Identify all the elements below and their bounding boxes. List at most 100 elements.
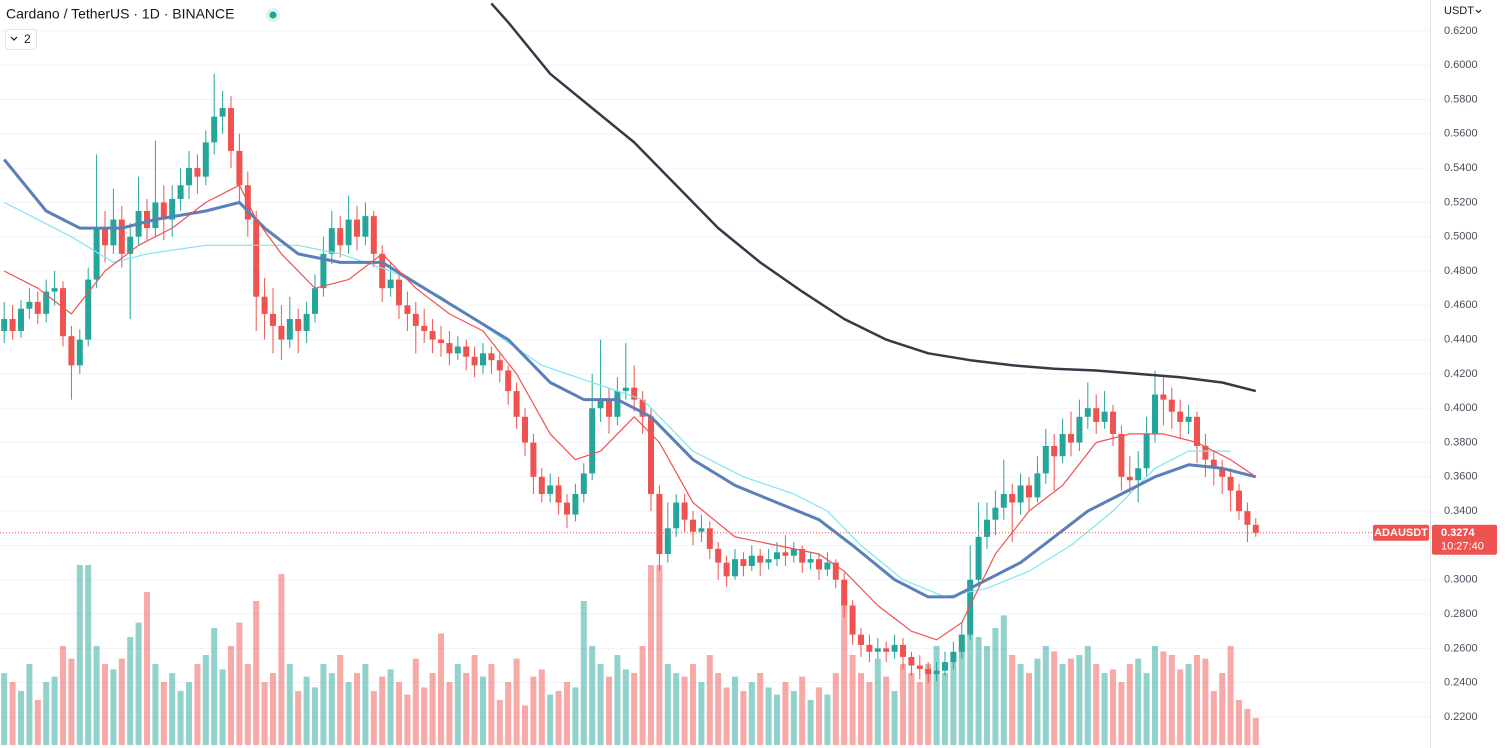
candle-body (228, 108, 234, 151)
volume-bar (589, 646, 596, 745)
candle-body (219, 108, 226, 117)
volume-bar (219, 669, 226, 745)
candle-body (429, 331, 436, 340)
candle-body (362, 216, 369, 237)
volume-bar (1000, 615, 1007, 745)
candle-body (412, 313, 419, 326)
candle-body (816, 559, 822, 570)
candle-body (18, 308, 24, 332)
volume-bar (1059, 664, 1066, 745)
volume-bar (421, 687, 428, 745)
candle-body (874, 648, 881, 652)
volume-bar (1168, 655, 1175, 745)
volume-bar (1026, 673, 1032, 745)
indicator-count: 2 (24, 32, 31, 46)
volume-bar (942, 673, 948, 745)
y-tick-label: 0.5400 (1444, 162, 1478, 174)
candle-body (866, 644, 873, 652)
volume-bar (631, 673, 638, 745)
volume-bar (320, 664, 327, 745)
volume-bar (967, 610, 974, 745)
candle-body (463, 346, 470, 357)
candle-body (202, 142, 209, 177)
volume-bar (177, 691, 184, 745)
volume-bar (1160, 651, 1167, 745)
candle-body (496, 360, 503, 371)
candle-body (757, 555, 764, 563)
volume-bar (732, 676, 738, 745)
candle-body (1101, 411, 1108, 422)
volume-bar (681, 676, 688, 745)
volume-bar (60, 646, 66, 745)
volume-bar (9, 682, 16, 745)
candle-body (1034, 473, 1041, 498)
candle-body (295, 319, 302, 332)
candle-body (681, 502, 688, 520)
volume-bar (127, 637, 134, 745)
volume-bar (160, 682, 167, 745)
volume-bar (530, 676, 537, 745)
candle-body (958, 634, 965, 652)
volume-bar (874, 658, 881, 745)
currency-label[interactable]: USDT (1444, 5, 1474, 17)
candle-body (622, 387, 629, 392)
candle-body (774, 552, 780, 560)
volume-bar (900, 664, 906, 745)
indicator-toggle[interactable] (5, 29, 37, 50)
volume-bar (975, 637, 982, 745)
candle-body (303, 313, 310, 332)
volume-bar (1009, 655, 1016, 745)
candle-body (1244, 511, 1251, 525)
candle-body (656, 493, 663, 555)
candle-body (51, 288, 58, 292)
candle-body (564, 502, 570, 515)
volume-bar (824, 694, 831, 745)
volume-bar (244, 664, 251, 745)
volume-bar (169, 673, 176, 745)
candle-body (1059, 433, 1066, 457)
candle-body (236, 150, 243, 186)
volume-bar (1252, 718, 1259, 745)
candle-body (916, 665, 923, 669)
candle-body (1126, 476, 1133, 481)
volume-bar (740, 691, 747, 745)
volume-bar (295, 691, 302, 745)
moving-averages (3, 2, 1257, 641)
volume-bar (236, 622, 243, 745)
volume-bar (505, 682, 512, 745)
candles (1, 73, 1259, 683)
volume-bar (211, 628, 218, 745)
candle-body (505, 370, 512, 392)
candle-body (1076, 416, 1083, 443)
volume-bar (891, 691, 898, 745)
candle-body (908, 656, 915, 666)
volume-bar (883, 676, 890, 745)
candle-body (379, 253, 386, 289)
candle-body (1009, 493, 1016, 503)
volume-bar (925, 664, 932, 745)
y-tick-label: 0.4600 (1444, 299, 1478, 311)
candle-body (1252, 524, 1259, 533)
candle-body (253, 219, 260, 297)
y-tick-label: 0.6200 (1444, 25, 1478, 37)
candle-body (1093, 408, 1100, 422)
y-tick-label: 0.3000 (1444, 574, 1478, 586)
volume-bar (68, 658, 75, 745)
candle-body (446, 343, 453, 354)
volume-bar (18, 691, 24, 745)
currency-chevron (1475, 9, 1482, 14)
candle-body (144, 210, 150, 229)
volume-bar (933, 646, 940, 745)
volume-bar (328, 673, 335, 745)
volume-bar (807, 700, 814, 745)
candle-body (152, 202, 159, 229)
candle-body (1135, 468, 1142, 481)
candle-body (1118, 433, 1125, 477)
candle-body (1042, 445, 1049, 474)
volume-bar (597, 664, 604, 745)
volume-bar (606, 676, 612, 745)
candle-body (631, 387, 638, 400)
candle-body (194, 168, 201, 177)
grid (0, 30, 1430, 718)
